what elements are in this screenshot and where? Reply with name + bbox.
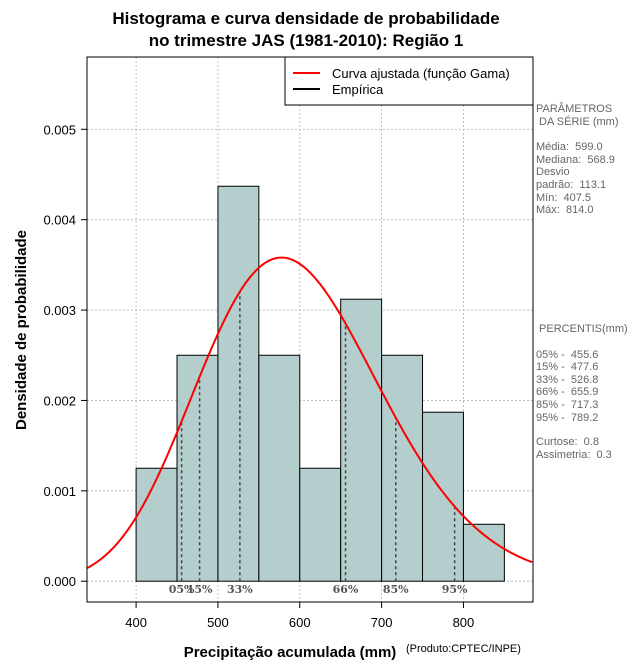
- percentile-33: 33% - 526.8: [536, 373, 599, 386]
- product-credit: (Produto:CPTEC/INPE): [406, 643, 521, 655]
- x-axis-label: Precipitação acumulada (mm): [184, 644, 397, 660]
- x-tick-label-2: 600: [289, 615, 311, 630]
- histogram-bar-3: [258, 354, 301, 582]
- param-mean: Média: 599.0: [536, 141, 603, 154]
- x-tick-label-4: 800: [453, 615, 475, 630]
- percentile-labels: 05%15% 33% 66% 85% 95%: [169, 583, 468, 596]
- x-tick-label-1: 500: [207, 615, 229, 630]
- legend-empirical-label: Empírica: [332, 82, 384, 97]
- percentile-95: 95% - 789.2: [536, 411, 599, 424]
- param-sd-value: padrão: 113.1: [536, 178, 607, 191]
- legend-box: [284, 56, 534, 106]
- histogram-bar-5: [340, 298, 383, 582]
- legend: Curva ajustada (função Gama) Empírica: [284, 56, 534, 106]
- histogram-bar-2: [217, 185, 260, 582]
- y-tick-label-2: 0.002: [43, 393, 76, 408]
- stat-kurtosis: Curtose: 0.8: [536, 436, 599, 449]
- x-tick-label-0: 400: [125, 615, 147, 630]
- percentile-label-4: 85%: [383, 583, 409, 596]
- param-sd-label: Desvio: [536, 166, 570, 179]
- fitted-gamma-curve: [86, 256, 533, 570]
- percentile-05: 05% - 455.6: [536, 348, 599, 361]
- parameters-title-2: DA SÉRIE (mm): [536, 115, 619, 128]
- y-axis-label: Densidade de probabilidade: [13, 230, 30, 430]
- fitted-curve-group: [86, 256, 533, 570]
- param-median: Mediana: 568.9: [536, 153, 615, 166]
- percentile-15: 15% - 477.6: [536, 361, 599, 374]
- histogram-bar-0: [135, 467, 178, 582]
- percentile-66: 66% - 655.9: [536, 386, 599, 399]
- x-tick-label-3: 700: [371, 615, 393, 630]
- stat-skewness: Assimetria: 0.3: [536, 448, 612, 461]
- legend-curve-label: Curva ajustada (função Gama): [332, 66, 510, 81]
- percentile-label-1: 15%: [187, 583, 213, 596]
- parameters-title-1: PARÂMETROS: [536, 103, 613, 115]
- y-tick-label-0: 0.000: [43, 574, 76, 589]
- histogram-bar-8: [462, 523, 505, 582]
- chart-title-line-1: Histograma e curva densidade de probabil…: [112, 9, 499, 28]
- percentile-label-2: 33%: [227, 583, 253, 596]
- percentile-85: 85% - 717.3: [536, 398, 599, 411]
- y-tick-label-3: 0.003: [43, 303, 76, 318]
- percentiles-title: PERCENTIS(mm): [536, 323, 628, 335]
- histogram-bar-7: [422, 411, 464, 582]
- histogram-bar-1: [176, 354, 219, 582]
- param-min: Mín: 407.5: [536, 191, 592, 204]
- percentile-label-3: 66%: [333, 583, 359, 596]
- y-tick-label-5: 0.005: [43, 122, 76, 137]
- histogram-bar-6: [381, 354, 424, 582]
- percentile-label-0: 05%: [169, 583, 195, 596]
- y-tick-label-1: 0.001: [43, 484, 76, 499]
- percentile-lines: [180, 291, 456, 582]
- chart-title-line-2: no trimestre JAS (1981-2010): Região 1: [149, 31, 464, 50]
- bars: [135, 185, 505, 582]
- percentile-label-5: 95%: [442, 583, 468, 596]
- histogram-bar-4: [299, 467, 342, 582]
- param-max: Máx: 814.0: [536, 204, 594, 217]
- percentiles-panel: PERCENTIS(mm) 05% - 455.6 15% - 477.6 33…: [536, 323, 628, 461]
- series-parameters-panel: PARÂMETROS DA SÉRIE (mm) Média: 599.0 Me…: [536, 103, 619, 217]
- y-tick-label-4: 0.004: [43, 213, 76, 228]
